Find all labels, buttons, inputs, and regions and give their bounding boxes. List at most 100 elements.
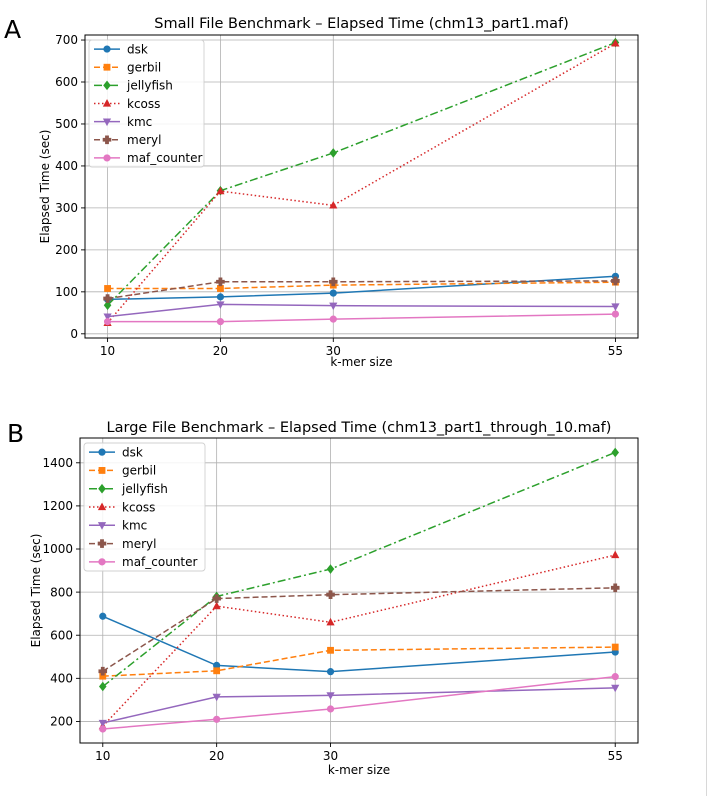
series-line-kmc	[107, 303, 616, 318]
data-point-maf-counter	[99, 725, 107, 733]
series-kmc	[98, 684, 620, 728]
data-point-meryl	[103, 294, 112, 303]
data-point-kmc	[103, 313, 112, 322]
data-point-maf-counter	[216, 318, 225, 326]
series-line-maf-counter	[102, 675, 616, 730]
x-tick-label: 10	[95, 749, 110, 763]
series-line-meryl	[107, 280, 616, 300]
legend-box	[83, 442, 206, 572]
legend-label-maf-counter: maf_counter	[122, 555, 198, 569]
data-point-jellyfish	[98, 681, 107, 692]
data-point-meryl	[611, 276, 620, 286]
legend-label-meryl: meryl	[127, 133, 161, 147]
legend-label-dsk: dsk	[122, 445, 143, 459]
legend-label-meryl: meryl	[122, 537, 156, 551]
legend-label-dsk: dsk	[127, 42, 148, 56]
legend-label-maf-counter: maf_counter	[127, 151, 203, 165]
legend-label-gerbil: gerbil	[127, 61, 161, 75]
series-line-jellyfish	[102, 451, 616, 688]
x-tick-label: 10	[100, 344, 115, 358]
legend-marker-gerbil	[98, 467, 106, 474]
y-tick-label: 500	[55, 117, 78, 131]
data-point-kcoss	[611, 550, 620, 559]
series-line-meryl	[102, 587, 616, 672]
data-point-gerbil	[327, 646, 334, 654]
data-point-meryl	[216, 277, 225, 287]
y-tick-label: 800	[50, 585, 73, 599]
series-line-gerbil	[102, 646, 616, 677]
series-gerbil	[99, 643, 619, 680]
y-tick-label: 600	[55, 75, 78, 89]
legend-label-jellyfish: jellyfish	[121, 482, 168, 496]
legend-label-gerbil: gerbil	[122, 464, 156, 478]
page-edge-divider	[706, 0, 707, 796]
data-point-kcoss	[326, 617, 335, 626]
series-line-kcoss	[102, 554, 616, 727]
axes-frame	[84, 34, 639, 339]
y-tick-label: 300	[55, 201, 78, 215]
data-point-kmc	[212, 693, 221, 702]
legend-marker-kcoss	[97, 502, 107, 511]
data-point-dsk	[99, 612, 107, 620]
data-point-dsk	[326, 668, 335, 676]
y-tick-label: 1000	[42, 542, 73, 556]
x-tick-label: 30	[323, 749, 338, 763]
data-point-maf-counter	[329, 315, 337, 323]
x-tick-label: 20	[209, 749, 224, 763]
y-tick-label: 700	[55, 33, 78, 47]
y-tick-label: 200	[50, 715, 73, 729]
legend-label-kcoss: kcoss	[127, 97, 160, 111]
data-point-maf-counter	[213, 715, 221, 723]
series-kcoss	[98, 550, 620, 730]
chart-title: Small File Benchmark – Elapsed Time (chm…	[154, 16, 568, 32]
legend-box	[88, 39, 205, 168]
legend-marker-meryl	[102, 135, 112, 145]
series-maf-counter	[103, 310, 620, 326]
legend-marker-dsk	[103, 45, 111, 53]
x-tick-label: 55	[608, 344, 623, 358]
series-line-kmc	[102, 687, 616, 724]
legend-label-kmc: kmc	[122, 519, 147, 533]
data-point-meryl	[610, 583, 620, 593]
data-point-gerbil	[611, 643, 619, 651]
legend-label-kcoss: kcoss	[122, 500, 155, 514]
y-tick-label: 100	[55, 285, 78, 299]
data-point-kmc	[611, 303, 620, 311]
series-meryl	[103, 276, 620, 303]
data-point-maf-counter	[326, 705, 335, 713]
legend-marker-jellyfish	[98, 483, 106, 494]
data-point-jellyfish	[326, 564, 335, 574]
data-point-meryl	[328, 277, 338, 287]
x-tick-label: 55	[608, 749, 623, 763]
data-point-dsk	[216, 293, 225, 301]
y-tick-label: 400	[50, 672, 73, 686]
legend-label-kmc: kmc	[127, 115, 152, 129]
data-point-meryl	[326, 590, 335, 600]
y-axis-label: Elapsed Time (sec)	[29, 534, 43, 648]
y-axis-label: Elapsed Time (sec)	[38, 130, 52, 244]
x-axis-label: k-mer size	[330, 355, 392, 369]
data-point-gerbil	[217, 285, 224, 292]
series-line-jellyfish	[107, 41, 616, 306]
data-point-kcoss	[216, 186, 225, 195]
legend-marker-meryl	[97, 539, 107, 548]
series-meryl	[98, 583, 620, 676]
legend: dsk gerbil jellyfish kcoss kmc meryl maf_count…	[88, 39, 205, 168]
y-tick-label: 1400	[42, 456, 73, 470]
axes-frame	[79, 437, 639, 744]
data-point-kmc	[329, 302, 338, 311]
data-point-maf-counter	[611, 673, 619, 681]
data-point-kcoss	[212, 601, 221, 610]
chart-panel-b: B Large File Benchmark – Elapsed Time (ch…	[7, 419, 639, 777]
legend-label-jellyfish: jellyfish	[126, 79, 173, 93]
legend-marker-maf-counter	[103, 154, 111, 162]
legend-marker-jellyfish	[103, 80, 111, 91]
y-tick-label: 1200	[42, 499, 73, 513]
legend-marker-kmc	[97, 522, 107, 530]
x-axis-label: k-mer size	[328, 763, 390, 777]
data-point-jellyfish	[329, 148, 338, 158]
legend: dsk gerbil jellyfish kcoss kmc meryl maf_count…	[83, 442, 206, 572]
panel-letter: B	[7, 419, 24, 448]
series-kmc	[103, 301, 620, 322]
data-point-meryl	[212, 594, 221, 603]
